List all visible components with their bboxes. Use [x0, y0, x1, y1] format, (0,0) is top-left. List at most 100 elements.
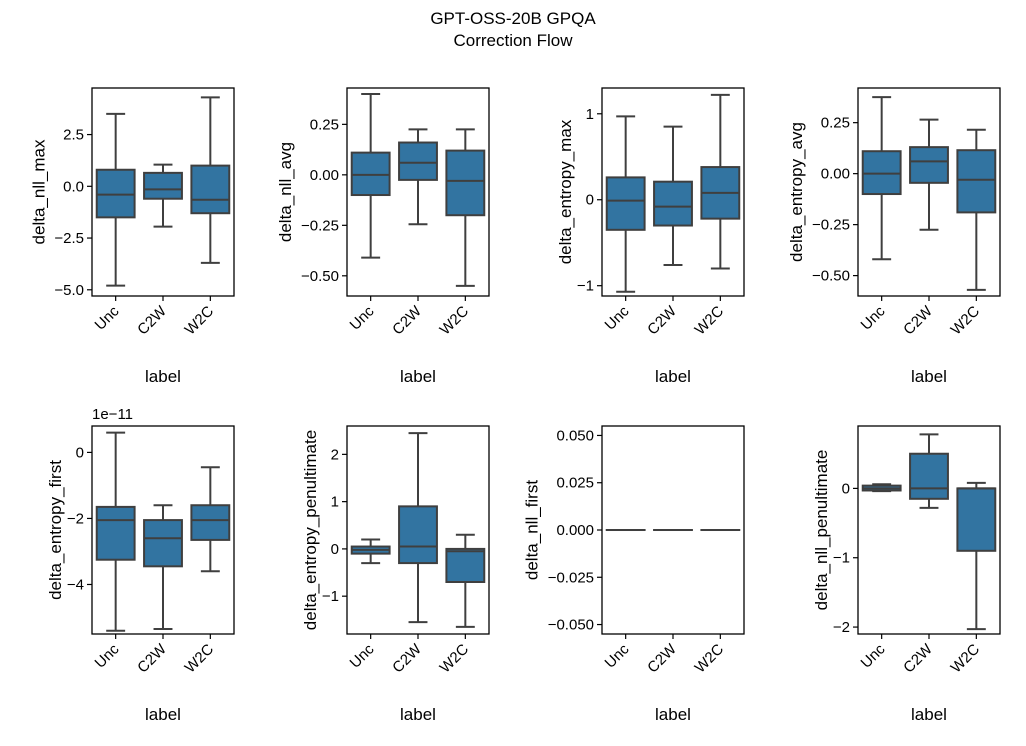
box-w2c [190, 504, 231, 541]
x-tick-label: W2C [437, 641, 473, 677]
box-c2w [143, 171, 183, 200]
figure-title: GPT-OSS-20B GPQA [430, 9, 596, 28]
y-tick-label: −4 [67, 576, 84, 593]
axes-frame [346, 425, 490, 635]
x-tick-label: C2W [389, 302, 425, 338]
axes-frame [857, 425, 1001, 635]
y-tick-label: 2.5 [63, 127, 84, 144]
y-tick-label: −0.050 [548, 617, 594, 634]
x-axis-label: label [145, 367, 181, 386]
box-c2w [909, 452, 949, 500]
y-offset-text: 1e−11 [92, 406, 133, 423]
x-tick-label: W2C [948, 641, 984, 677]
y-tick-label: 0 [842, 480, 850, 497]
y-axis-label: delta_entropy_first [46, 460, 65, 600]
y-tick-label: 0.00 [821, 166, 850, 183]
y-tick-label: 0.25 [821, 115, 850, 132]
y-tick-label: −5.0 [54, 282, 84, 299]
y-tick-label: −0.50 [812, 268, 850, 285]
x-axis-label: label [400, 705, 436, 724]
axes-frame [91, 87, 235, 297]
y-tick-label: −2 [833, 619, 850, 636]
x-axis-label: label [655, 367, 691, 386]
y-axis-label: delta_nll_first [523, 480, 542, 580]
x-axis-label: label [911, 705, 947, 724]
box-w2c [445, 547, 486, 584]
y-tick-label: 0 [331, 541, 339, 558]
box-c2w [143, 519, 183, 568]
x-tick-label: C2W [644, 640, 680, 676]
y-tick-label: 0.050 [556, 427, 594, 444]
subplot-delta-nll-max: −5.0 −2.5 0.0 2.5 Unc C2W W2C label delta_nll_ma… [29, 87, 235, 386]
axes-frame [857, 87, 1001, 297]
x-tick-label: Unc [92, 302, 123, 333]
x-tick-label: C2W [389, 640, 425, 676]
y-tick-label: −0.25 [301, 217, 339, 234]
subplot-delta-entropy-first: −4 −2 0 Unc C2W W2C label delta_entropy_first 1e… [46, 406, 235, 724]
y-tick-label: 0.000 [556, 522, 594, 539]
y-axis-label: delta_nll_max [29, 139, 48, 244]
y-tick-label: −1 [322, 588, 339, 605]
x-axis-label: label [655, 705, 691, 724]
y-axis-label: delta_entropy_avg [787, 122, 806, 262]
box-c2w [398, 505, 438, 565]
y-tick-label: −2.5 [54, 230, 84, 247]
y-tick-label: 1 [331, 494, 339, 511]
x-tick-label: W2C [437, 303, 473, 339]
y-tick-label: 0.0 [63, 178, 84, 195]
y-axis-label: delta_entropy_penultimate [301, 430, 320, 630]
y-axis-label: delta_nll_avg [276, 142, 295, 242]
x-axis-label: label [400, 367, 436, 386]
box-unc [605, 176, 646, 231]
y-tick-label: −1 [577, 278, 594, 295]
x-tick-label: Unc [858, 302, 889, 333]
box-c2w [909, 146, 949, 184]
x-tick-label: W2C [692, 641, 728, 677]
subplot-delta-nll-first: −0.050 −0.025 0.000 0.025 0.050 Unc C2W W2C labe… [523, 425, 745, 724]
box-unc [861, 150, 902, 196]
y-axis-label: delta_entropy_max [556, 119, 575, 264]
y-tick-label: 0.00 [310, 167, 339, 184]
y-axis-label: delta_nll_penultimate [812, 450, 831, 611]
x-tick-label: C2W [900, 640, 936, 676]
x-tick-label: C2W [134, 640, 170, 676]
x-tick-label: C2W [644, 302, 680, 338]
x-axis-label: label [911, 367, 947, 386]
x-tick-label: Unc [92, 640, 123, 671]
x-axis-label: label [145, 705, 181, 724]
y-tick-label: −0.025 [548, 569, 594, 586]
x-tick-label: Unc [347, 302, 378, 333]
y-tick-label: −0.50 [301, 268, 339, 285]
y-tick-label: 0 [586, 192, 594, 209]
box-c2w [653, 180, 693, 227]
box-w2c [956, 149, 997, 214]
y-tick-label: 2 [331, 446, 339, 463]
x-tick-label: W2C [948, 303, 984, 339]
box-unc [350, 151, 391, 197]
box-w2c [956, 487, 997, 552]
y-tick-label: 1 [586, 106, 594, 123]
y-tick-label: −0.25 [812, 217, 850, 234]
axes-frame [91, 425, 235, 635]
x-tick-label: C2W [900, 302, 936, 338]
figure-title-block: GPT-OSS-20B GPQA Correction Flow [0, 8, 1026, 52]
x-tick-label: W2C [692, 303, 728, 339]
box-c2w [398, 141, 438, 181]
y-tick-label: 0.25 [310, 116, 339, 133]
box-w2c [190, 164, 231, 215]
x-tick-label: Unc [858, 640, 889, 671]
box-unc [95, 505, 136, 561]
y-tick-label: −1 [833, 550, 850, 567]
x-tick-label: Unc [347, 640, 378, 671]
x-tick-label: W2C [182, 641, 218, 677]
figure-subtitle: Correction Flow [453, 31, 573, 50]
box-unc [95, 168, 136, 219]
subplot-delta-nll-avg: −0.50 −0.25 0.00 0.25 Unc C2W W2C label delta_nl… [276, 87, 490, 386]
x-tick-label: Unc [602, 302, 633, 333]
subplot-delta-nll-penultimate: −2 −1 0 Unc C2W W2C label delta_nll_penultimate [812, 425, 1001, 724]
subplot-delta-entropy-max: −1 0 1 Unc C2W W2C label delta_entropy_max [556, 87, 745, 386]
x-tick-label: C2W [134, 302, 170, 338]
x-tick-label: W2C [182, 303, 218, 339]
box-w2c [445, 149, 486, 217]
